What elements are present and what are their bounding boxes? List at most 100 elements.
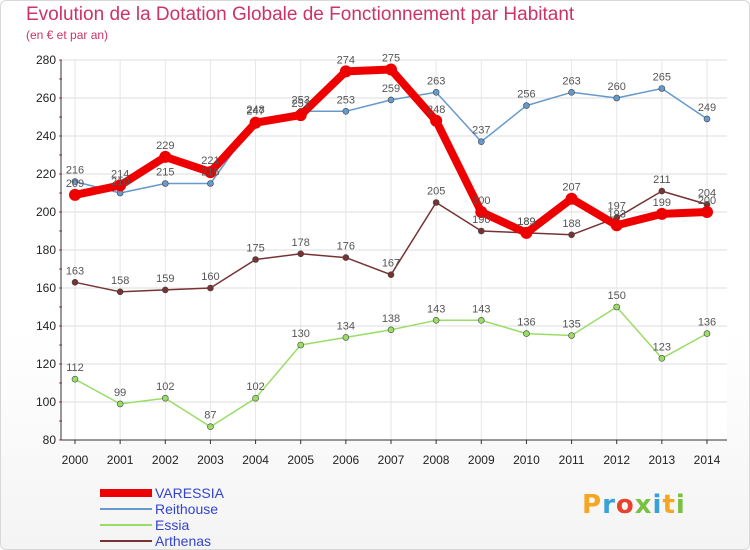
data-label-varessia: 274 (337, 54, 355, 66)
x-tick-label: 2006 (333, 453, 360, 467)
data-label-varessia: 209 (66, 178, 84, 190)
data-label-arthenas: 178 (292, 237, 310, 249)
data-point-varessia (565, 192, 578, 205)
data-label-arthenas: 175 (246, 243, 264, 255)
data-point-varessia (114, 179, 127, 192)
data-label-essia: 123 (653, 341, 671, 353)
data-point-essia (658, 354, 666, 362)
x-tick-label: 2005 (287, 453, 314, 467)
legend-swatch-essia (100, 524, 152, 526)
legend-swatch-reithouse (100, 508, 152, 510)
data-point-arthenas (161, 286, 169, 294)
data-label-essia: 102 (156, 381, 174, 393)
data-point-essia (432, 316, 440, 324)
data-label-arthenas: 189 (517, 216, 535, 228)
logo-letter: P (582, 490, 603, 520)
data-point-varessia (339, 65, 352, 78)
x-tick-label: 2008 (423, 453, 450, 467)
data-point-reithouse (703, 115, 711, 123)
data-point-varessia (294, 109, 307, 122)
data-point-varessia (610, 219, 623, 232)
data-label-essia: 130 (292, 328, 310, 340)
data-label-reithouse: 216 (66, 165, 84, 177)
data-label-reithouse: 253 (337, 94, 355, 106)
data-label-varessia: 189 (517, 216, 535, 228)
data-label-arthenas: 197 (608, 201, 626, 213)
y-tick-label: 160 (36, 281, 56, 295)
data-label-varessia: 193 (608, 208, 626, 220)
data-label-arthenas: 167 (382, 258, 400, 270)
data-point-arthenas (342, 254, 350, 261)
data-point-essia (342, 334, 350, 341)
data-label-varessia: 247 (246, 106, 264, 118)
logo-letter: x (634, 490, 653, 520)
data-label-varessia: 199 (653, 197, 671, 209)
data-point-reithouse (477, 138, 485, 145)
data-point-arthenas (116, 288, 124, 296)
data-point-reithouse (613, 94, 621, 102)
data-label-reithouse: 263 (427, 75, 445, 87)
data-label-arthenas: 188 (562, 218, 580, 230)
data-point-reithouse (387, 96, 395, 104)
data-point-reithouse (207, 180, 214, 187)
y-tick-label: 80 (43, 433, 57, 447)
data-label-arthenas: 160 (201, 271, 219, 283)
data-point-reithouse (568, 89, 575, 96)
data-point-essia (703, 330, 711, 337)
data-label-essia: 134 (337, 320, 355, 332)
x-tick-label: 2010 (513, 453, 540, 467)
data-label-essia: 136 (698, 317, 716, 329)
data-point-arthenas (658, 187, 666, 195)
data-label-reithouse: 265 (653, 72, 671, 84)
logo-letter: o (615, 490, 635, 520)
data-label-arthenas: 205 (427, 186, 445, 198)
data-point-essia (116, 400, 124, 408)
x-tick-label: 2014 (694, 453, 721, 467)
legend-swatch-arthenas (100, 540, 152, 542)
x-tick-label: 2013 (649, 453, 676, 467)
data-label-varessia: 248 (427, 104, 445, 116)
data-point-essia (161, 394, 169, 402)
y-tick-label: 260 (36, 91, 56, 105)
data-label-essia: 135 (562, 319, 580, 331)
x-tick-label: 2009 (468, 453, 495, 467)
data-label-reithouse: 215 (201, 167, 219, 179)
legend-label-arthenas: Arthenas (155, 533, 212, 549)
legend-label-varessia: VARESSIA (155, 485, 224, 501)
x-tick-label: 2003 (197, 453, 224, 467)
data-label-reithouse: 249 (698, 102, 716, 114)
data-point-essia (71, 375, 79, 383)
y-tick-label: 100 (36, 395, 56, 409)
data-point-essia (207, 423, 214, 431)
data-point-varessia (69, 188, 81, 201)
data-label-reithouse: 256 (517, 89, 535, 101)
data-point-arthenas (387, 271, 395, 279)
data-point-varessia (655, 207, 668, 220)
data-label-essia: 112 (66, 362, 84, 374)
data-label-varessia: 214 (111, 168, 129, 180)
data-point-essia (568, 332, 575, 339)
chart-title: Evolution de la Dotation Globale de Fonc… (26, 4, 575, 25)
data-label-reithouse: 210 (111, 176, 129, 188)
data-label-varessia: 229 (156, 140, 174, 152)
data-label-arthenas: 190 (472, 214, 490, 226)
legend-swatch-varessia (100, 489, 152, 497)
data-point-varessia (204, 166, 217, 179)
data-label-arthenas: 211 (653, 174, 671, 186)
data-label-reithouse: 253 (292, 94, 310, 106)
x-tick-label: 2011 (559, 453, 585, 467)
data-point-essia (523, 330, 530, 337)
proxiti-logo: Proxiti (582, 490, 686, 520)
data-label-reithouse: 260 (608, 81, 626, 93)
data-label-essia: 102 (246, 381, 264, 393)
data-label-essia: 143 (427, 303, 445, 315)
data-point-reithouse (523, 102, 530, 109)
data-label-varessia: 200 (472, 195, 490, 207)
logo-letter: r (602, 490, 616, 520)
data-point-essia (477, 316, 485, 324)
data-point-reithouse (71, 178, 79, 185)
y-tick-label: 120 (36, 357, 56, 371)
data-label-arthenas: 176 (337, 241, 355, 253)
data-label-arthenas: 204 (698, 187, 716, 199)
data-label-reithouse: 215 (156, 167, 174, 179)
